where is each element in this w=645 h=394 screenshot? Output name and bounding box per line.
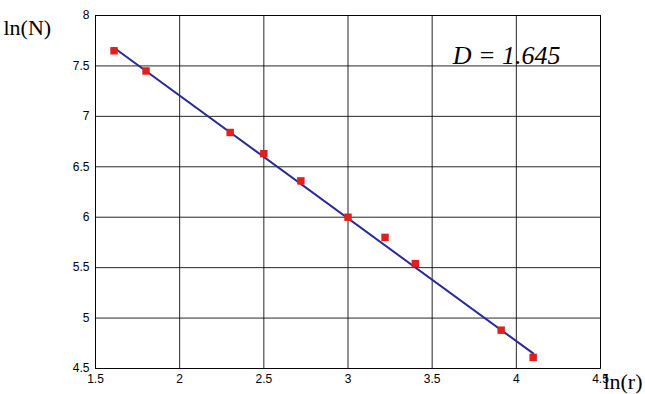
- svg-text:6.5: 6.5: [73, 160, 90, 174]
- svg-text:5.5: 5.5: [73, 260, 90, 274]
- svg-text:7: 7: [83, 109, 90, 123]
- svg-text:2.5: 2.5: [255, 372, 272, 386]
- svg-text:4.5: 4.5: [592, 372, 609, 386]
- svg-text:7.5: 7.5: [73, 59, 90, 73]
- svg-text:1.5: 1.5: [87, 372, 104, 386]
- svg-text:D = 1.645: D = 1.645: [452, 41, 561, 70]
- svg-text:3.5: 3.5: [424, 372, 441, 386]
- svg-text:2: 2: [176, 372, 183, 386]
- svg-text:ln(r): ln(r): [603, 369, 642, 394]
- svg-text:4.5: 4.5: [72, 361, 90, 376]
- svg-text:4: 4: [513, 372, 520, 386]
- svg-text:6: 6: [83, 210, 90, 224]
- svg-text:8: 8: [83, 8, 90, 22]
- svg-text:5: 5: [83, 311, 90, 325]
- svg-text:3: 3: [345, 372, 352, 386]
- svg-text:ln(N): ln(N): [4, 15, 52, 40]
